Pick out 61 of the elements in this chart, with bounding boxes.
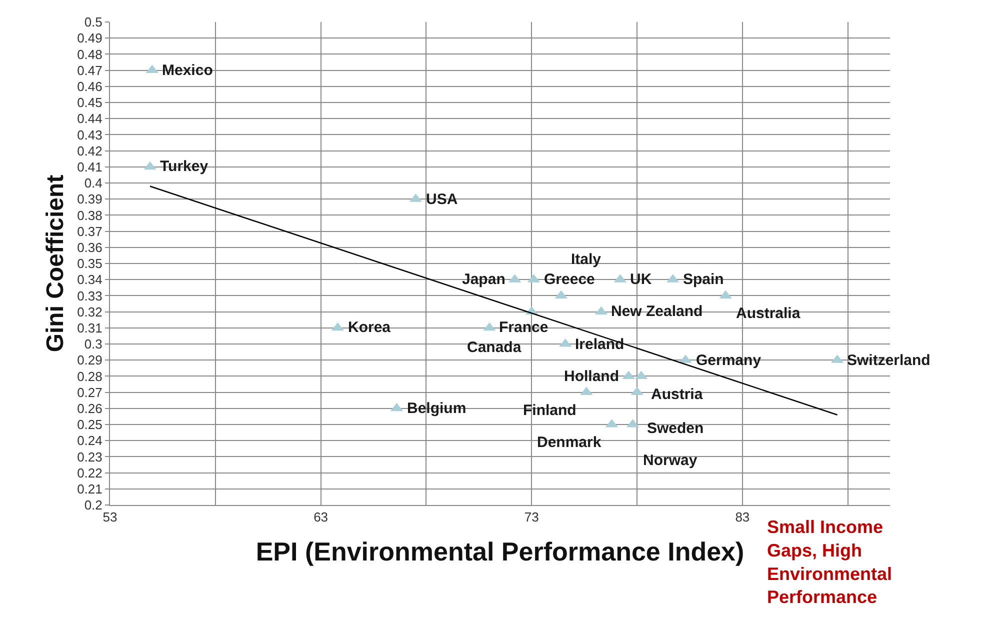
annotation: Mexico (162, 62, 213, 79)
y-tick-label: 0.29 (77, 352, 102, 368)
y-tick-label: 0.48 (77, 46, 102, 62)
y-tick-label: 0.39 (77, 192, 102, 207)
annotation: Canada (467, 339, 522, 356)
y-tick-label: 0.21 (77, 481, 102, 496)
annotation: Ireland (575, 336, 624, 353)
annotation: Norway (643, 452, 698, 469)
y-tick-label: 0.38 (77, 208, 102, 223)
y-tick-label: 0.49 (77, 30, 102, 46)
x-tick-label: 73 (524, 510, 539, 525)
annotation: Holland (564, 368, 619, 385)
annotation: Austria (651, 386, 704, 403)
y-tick-label: 0.45 (77, 95, 102, 110)
annotation: Finland (523, 402, 576, 419)
x-tick-label: 83 (735, 510, 750, 525)
y-tick-label: 0.5 (84, 14, 102, 30)
annotation: Denmark (537, 434, 602, 451)
x-tick-label: 63 (314, 510, 328, 525)
annotation: Spain (683, 271, 724, 288)
y-tick-label: 0.41 (77, 159, 102, 174)
y-tick-label: 0.26 (77, 400, 102, 416)
x-tick-label: 53 (102, 510, 118, 525)
text: Small Income Gaps, High Environmental Performance (767, 517, 892, 608)
annotation: Turkey (160, 158, 209, 175)
y-tick-label: 0.36 (77, 240, 102, 255)
y-tick-label: 0.3 (84, 336, 102, 352)
y-tick-label: 0.33 (77, 288, 102, 304)
y-tick-label: 0.4 (84, 176, 102, 191)
y-tick-label: 0.22 (77, 465, 102, 480)
annotation: Australia (736, 305, 801, 322)
annotation: USA (426, 191, 458, 208)
y-axis-title: Gini Coefficient (42, 174, 70, 352)
y-tick-label: 0.31 (77, 320, 102, 336)
y-tick-label: 0.42 (77, 143, 102, 158)
y-tick-label: 0.24 (77, 433, 102, 448)
y-tick-label: 0.2 (84, 498, 102, 513)
annotation: Sweden (647, 420, 704, 437)
annotation: Japan (462, 271, 506, 288)
x-axis-title: EPI (Environmental Performance Index) (256, 536, 744, 566)
y-tick-label: 0.25 (77, 417, 102, 432)
annotation: Greece (544, 271, 595, 288)
y-tick-label: 0.44 (77, 111, 102, 126)
annotation: Switzerland (847, 352, 930, 369)
y-tick-label: 0.23 (77, 449, 102, 464)
annotation: New Zealand (611, 303, 703, 320)
y-tick-label: 0.28 (77, 368, 102, 384)
y-tick-label: 0.35 (77, 256, 102, 272)
y-tick-label: 0.47 (77, 62, 102, 78)
annotation: Germany (696, 352, 762, 369)
annotation: Italy (571, 251, 602, 268)
annotation: Korea (348, 319, 392, 336)
y-tick-label: 0.37 (77, 224, 102, 239)
y-tick-label: 0.34 (77, 272, 102, 288)
annotation: UK (630, 271, 652, 288)
annotation: Belgium (407, 400, 466, 417)
y-tick-label: 0.43 (77, 127, 102, 142)
annotation: France (499, 319, 548, 336)
y-tick-label: 0.46 (77, 78, 102, 94)
y-tick-label: 0.27 (77, 384, 102, 400)
y-tick-label: 0.32 (77, 304, 102, 320)
